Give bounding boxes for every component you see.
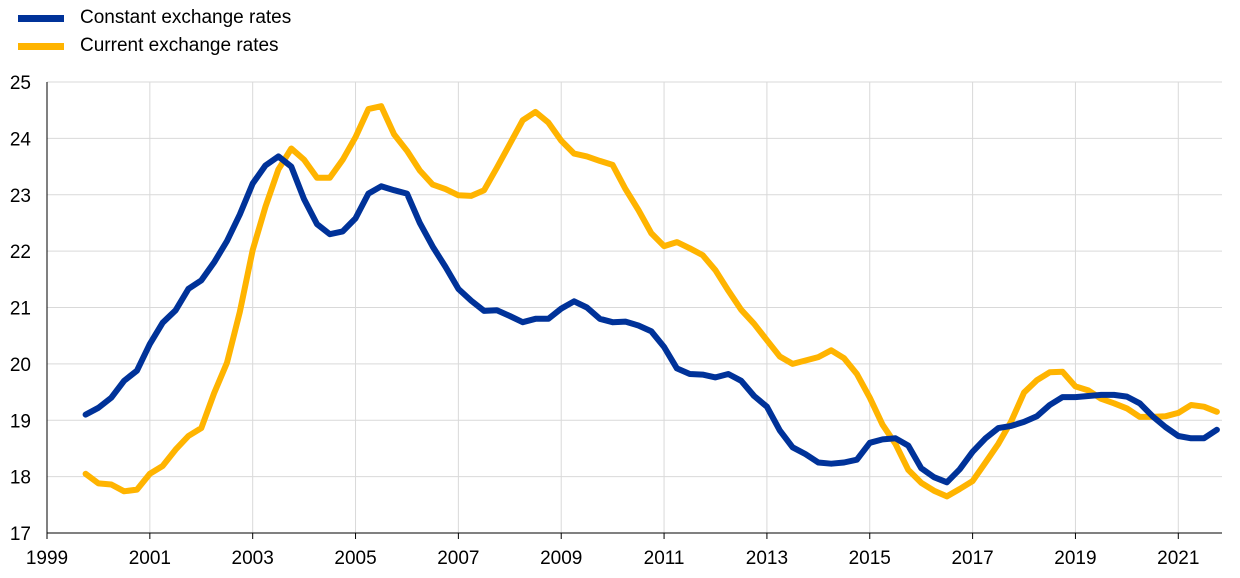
x-tick-label: 2007	[437, 548, 479, 569]
legend-item-constant: Constant exchange rates	[18, 4, 291, 32]
y-tick-label: 19	[10, 411, 31, 432]
x-tick-label: 2003	[232, 548, 274, 569]
legend-item-current: Current exchange rates	[18, 32, 291, 60]
x-tick-label: 2011	[644, 548, 685, 569]
legend-swatch-current	[18, 42, 64, 50]
x-tick-label: 2017	[951, 548, 993, 569]
y-tick-label: 22	[10, 242, 31, 263]
x-tick-label: 2013	[746, 548, 788, 569]
x-tick-label: 2005	[334, 548, 376, 569]
y-axis: 17 18 19 20 21 22 23 24 25	[10, 73, 48, 545]
y-tick-label: 18	[10, 468, 31, 489]
y-tick-label: 20	[10, 355, 31, 376]
legend-label-constant: Constant exchange rates	[80, 7, 292, 28]
chart-grid	[46, 81, 1222, 534]
series-line-constant-exchange-rates	[82, 153, 1220, 486]
x-tick-label: 2021	[1157, 548, 1199, 569]
legend-label-current: Current exchange rates	[80, 35, 279, 56]
y-tick-label: 25	[10, 73, 31, 94]
y-tick-label: 17	[10, 524, 31, 545]
x-axis: 1999 2001 2003 2005 2007 2009 2011 2013 2015 2017…	[26, 532, 1222, 569]
y-tick-label: 24	[10, 129, 32, 150]
y-tick-label: 21	[10, 299, 31, 320]
x-tick-label: 2019	[1054, 548, 1096, 569]
series-line-current-exchange-rates	[82, 103, 1220, 500]
chart-legend: Constant exchange rates Current exchange…	[18, 4, 291, 60]
x-tick-label: 2009	[540, 548, 582, 569]
chart-series	[82, 103, 1220, 500]
x-tick-label: 2001	[129, 548, 171, 569]
x-tick-label: 2015	[849, 548, 891, 569]
x-tick-label: 1999	[26, 548, 68, 569]
y-tick-label: 23	[10, 186, 31, 207]
legend-swatch-constant	[18, 14, 64, 22]
